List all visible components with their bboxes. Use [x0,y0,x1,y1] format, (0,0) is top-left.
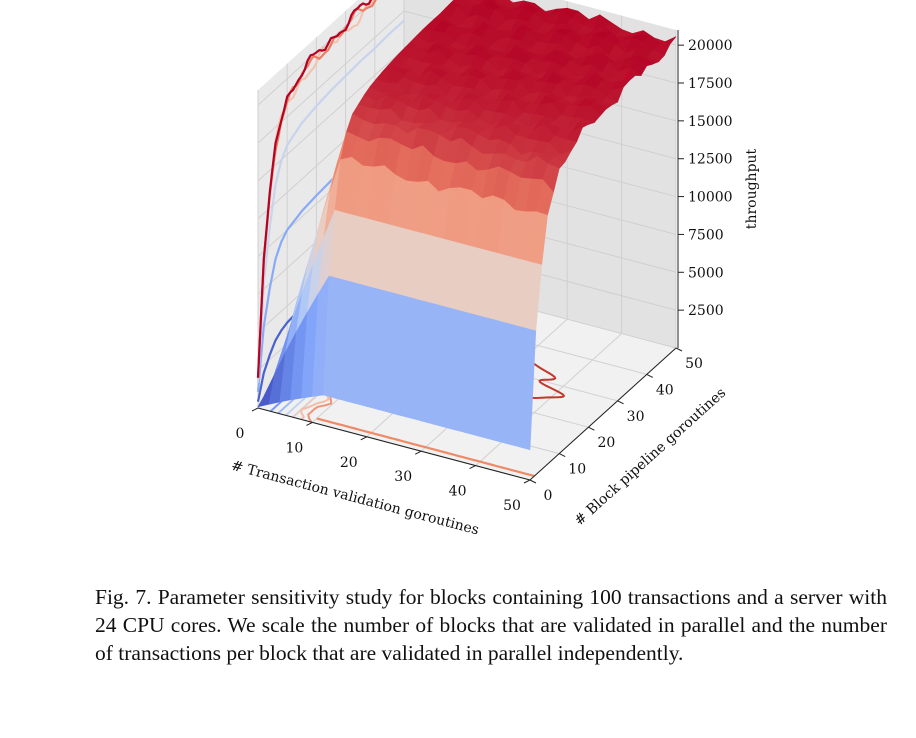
z-tick-label: 2500 [688,303,724,319]
x-tick-label: 10 [285,440,303,456]
z-axis-label: throughput [744,148,760,229]
y-axis-line [529,347,677,481]
floor-projection-line [316,417,535,478]
x-tick-mark [360,436,368,441]
figure-caption: Fig. 7. Parameter sensitivity study for … [95,585,887,665]
z-tick-label: 5000 [688,265,724,281]
y-tick-label: 0 [544,488,553,504]
y-tick-mark [529,479,537,484]
y-tick-label: 30 [627,409,645,425]
y-tick-mark [588,426,595,431]
x-tick-label: 20 [340,455,358,471]
y-tick-mark [646,373,654,378]
x-tick-mark [523,479,531,484]
x-tick-mark [469,465,476,470]
wall-projection-line [256,0,373,378]
x-tick-label: 50 [503,498,521,514]
y-tick-mark [675,347,683,352]
y-tick-mark [558,453,566,458]
x-tick-label: 40 [449,484,467,500]
x-tick-label: 30 [394,469,412,485]
z-tick-label: 7500 [688,227,724,243]
z-tick-label: 10000 [688,190,733,206]
y-tick-label: 20 [597,435,615,451]
z-tick-label: 20000 [688,38,733,54]
grid-line-x [475,333,622,466]
figure: 0 10 20 30 40 50 0 10 20 30 40 50 2500 5000 7500 10000 1… [229,0,760,539]
x-tick-mark [306,421,313,426]
surface-patch [518,327,537,451]
x-axis-line [257,407,531,481]
x-tick-mark [251,407,259,412]
z-tick-label: 15000 [688,114,733,130]
x-tick-mark [414,450,422,455]
y-tick-label: 40 [656,382,674,398]
wall-projection-line [256,19,405,383]
z-tick-label: 12500 [688,152,733,168]
z-tick-label: 17500 [688,76,733,92]
chart-3d-surface: 0 10 20 30 40 50 0 10 20 30 40 50 2500 5000 7500 10000 1… [229,0,760,539]
y-tick-label: 10 [568,462,586,478]
y-tick-mark [617,400,624,405]
x-tick-label: 0 [236,426,245,442]
y-tick-label: 50 [685,356,703,372]
